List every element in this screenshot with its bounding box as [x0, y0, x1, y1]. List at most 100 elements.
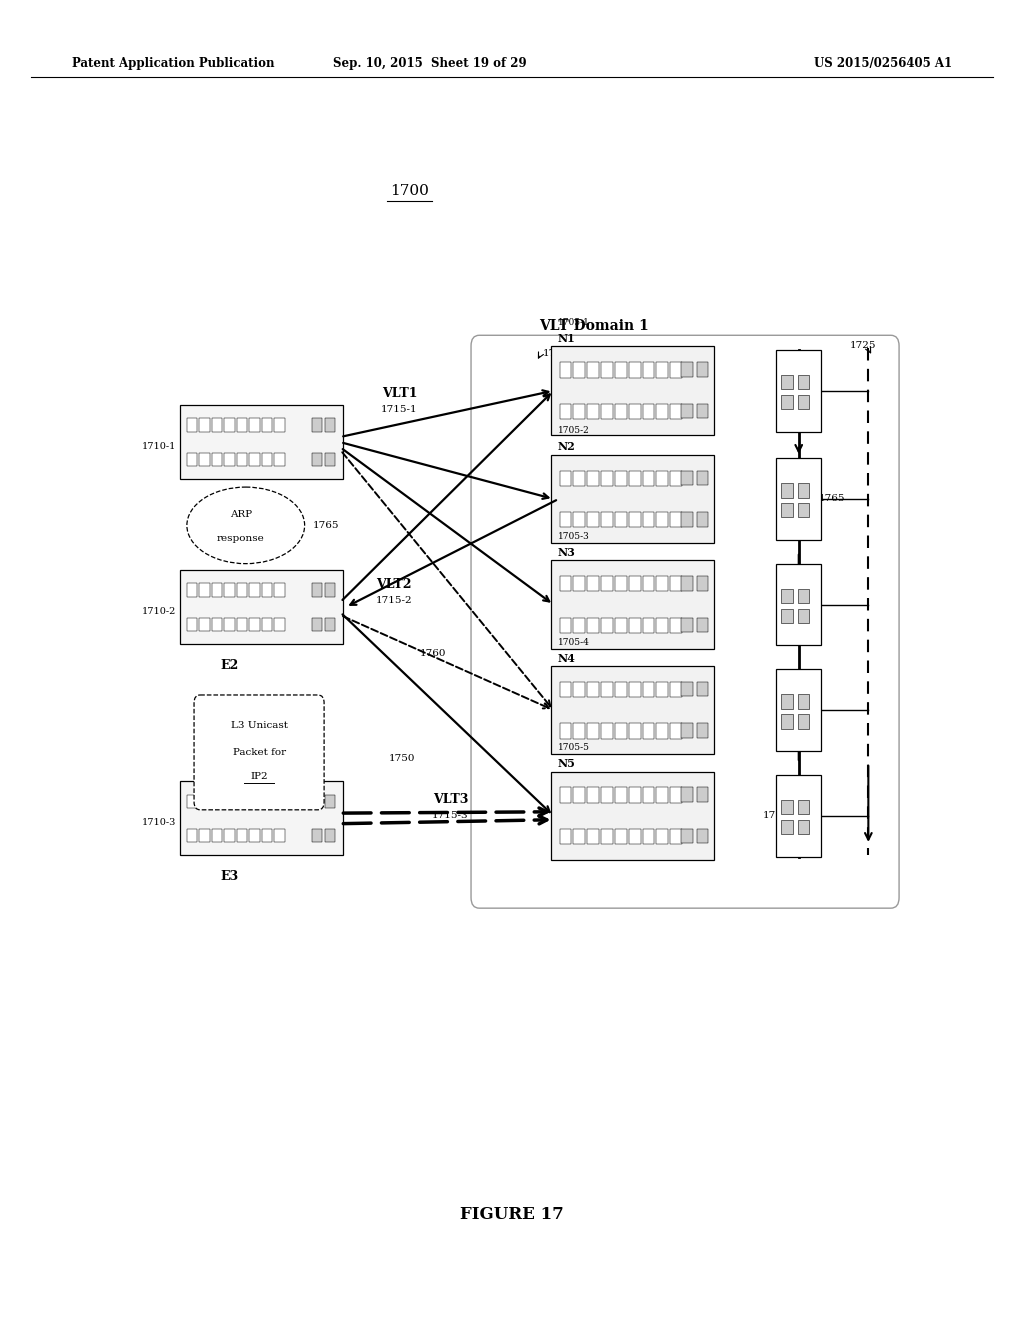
FancyBboxPatch shape — [274, 583, 285, 597]
FancyBboxPatch shape — [262, 618, 272, 631]
FancyBboxPatch shape — [629, 404, 641, 420]
FancyBboxPatch shape — [237, 795, 247, 808]
FancyBboxPatch shape — [670, 512, 682, 528]
Text: 1765: 1765 — [312, 521, 339, 529]
FancyBboxPatch shape — [262, 829, 272, 842]
Text: 1715-3: 1715-3 — [432, 812, 469, 820]
Text: IP2: IP2 — [250, 772, 268, 780]
FancyBboxPatch shape — [682, 618, 692, 632]
FancyBboxPatch shape — [274, 795, 285, 808]
FancyBboxPatch shape — [200, 418, 210, 432]
Text: 1725: 1725 — [850, 342, 877, 350]
FancyBboxPatch shape — [682, 512, 692, 527]
FancyBboxPatch shape — [696, 681, 709, 697]
FancyBboxPatch shape — [614, 681, 627, 697]
FancyBboxPatch shape — [559, 787, 571, 803]
FancyBboxPatch shape — [588, 576, 599, 591]
FancyBboxPatch shape — [656, 681, 668, 697]
FancyBboxPatch shape — [643, 787, 654, 803]
FancyBboxPatch shape — [629, 363, 641, 378]
FancyBboxPatch shape — [559, 363, 571, 378]
FancyBboxPatch shape — [781, 609, 793, 623]
FancyBboxPatch shape — [614, 618, 627, 634]
FancyBboxPatch shape — [180, 570, 342, 644]
FancyBboxPatch shape — [237, 453, 247, 466]
FancyBboxPatch shape — [798, 503, 809, 517]
FancyBboxPatch shape — [614, 787, 627, 803]
FancyBboxPatch shape — [601, 829, 612, 845]
FancyBboxPatch shape — [656, 576, 668, 591]
FancyBboxPatch shape — [588, 404, 599, 420]
FancyBboxPatch shape — [588, 618, 599, 634]
FancyBboxPatch shape — [326, 618, 336, 631]
FancyBboxPatch shape — [601, 681, 612, 697]
FancyBboxPatch shape — [274, 829, 285, 842]
FancyBboxPatch shape — [682, 723, 692, 738]
FancyBboxPatch shape — [643, 363, 654, 378]
FancyBboxPatch shape — [573, 829, 585, 845]
FancyBboxPatch shape — [559, 512, 571, 528]
FancyBboxPatch shape — [629, 829, 641, 845]
FancyBboxPatch shape — [601, 723, 612, 739]
FancyBboxPatch shape — [643, 723, 654, 739]
Text: 1705-5: 1705-5 — [557, 743, 590, 752]
FancyBboxPatch shape — [237, 418, 247, 432]
FancyBboxPatch shape — [326, 418, 336, 432]
FancyBboxPatch shape — [696, 471, 709, 486]
Text: Packet for: Packet for — [232, 748, 286, 756]
FancyBboxPatch shape — [195, 694, 324, 809]
FancyBboxPatch shape — [614, 471, 627, 486]
FancyBboxPatch shape — [682, 576, 692, 591]
FancyBboxPatch shape — [250, 453, 260, 466]
FancyBboxPatch shape — [776, 775, 821, 857]
FancyBboxPatch shape — [696, 363, 709, 378]
Text: VLT3: VLT3 — [433, 793, 468, 807]
FancyBboxPatch shape — [643, 618, 654, 634]
FancyBboxPatch shape — [696, 723, 709, 738]
FancyBboxPatch shape — [798, 820, 809, 834]
Text: response: response — [217, 535, 264, 543]
FancyBboxPatch shape — [629, 576, 641, 591]
FancyBboxPatch shape — [588, 723, 599, 739]
FancyBboxPatch shape — [311, 618, 322, 631]
FancyBboxPatch shape — [601, 787, 612, 803]
FancyBboxPatch shape — [798, 694, 809, 709]
FancyBboxPatch shape — [588, 363, 599, 378]
Text: 1755: 1755 — [763, 812, 790, 820]
FancyBboxPatch shape — [274, 618, 285, 631]
FancyBboxPatch shape — [643, 576, 654, 591]
FancyBboxPatch shape — [696, 618, 709, 632]
FancyBboxPatch shape — [643, 681, 654, 697]
FancyBboxPatch shape — [798, 375, 809, 389]
FancyBboxPatch shape — [326, 795, 336, 808]
FancyBboxPatch shape — [696, 787, 709, 801]
FancyBboxPatch shape — [237, 618, 247, 631]
FancyBboxPatch shape — [629, 618, 641, 634]
Text: 1700: 1700 — [390, 185, 429, 198]
FancyBboxPatch shape — [212, 829, 222, 842]
FancyBboxPatch shape — [781, 714, 793, 729]
FancyBboxPatch shape — [682, 471, 692, 486]
FancyBboxPatch shape — [250, 618, 260, 631]
FancyBboxPatch shape — [186, 583, 197, 597]
FancyBboxPatch shape — [601, 363, 612, 378]
FancyBboxPatch shape — [781, 800, 793, 814]
FancyBboxPatch shape — [781, 395, 793, 409]
FancyBboxPatch shape — [696, 404, 709, 418]
FancyBboxPatch shape — [656, 829, 668, 845]
FancyBboxPatch shape — [262, 795, 272, 808]
FancyBboxPatch shape — [559, 681, 571, 697]
FancyBboxPatch shape — [551, 771, 715, 861]
Text: Patent Application Publication: Patent Application Publication — [72, 57, 274, 70]
FancyBboxPatch shape — [781, 483, 793, 498]
FancyBboxPatch shape — [670, 576, 682, 591]
Text: Sep. 10, 2015  Sheet 19 of 29: Sep. 10, 2015 Sheet 19 of 29 — [333, 57, 527, 70]
FancyBboxPatch shape — [629, 681, 641, 697]
FancyBboxPatch shape — [224, 418, 234, 432]
FancyBboxPatch shape — [614, 576, 627, 591]
FancyBboxPatch shape — [614, 829, 627, 845]
FancyBboxPatch shape — [224, 583, 234, 597]
Text: VLT Domain 1: VLT Domain 1 — [539, 319, 649, 333]
FancyBboxPatch shape — [776, 350, 821, 432]
FancyBboxPatch shape — [781, 375, 793, 389]
